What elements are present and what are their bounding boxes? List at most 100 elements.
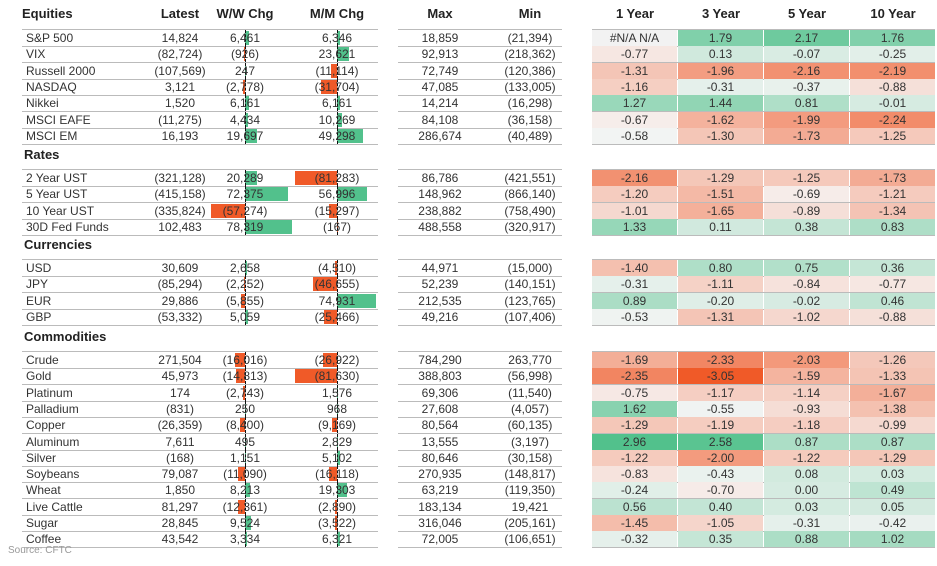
min-value: (21,394) (507, 31, 553, 45)
mm-change-value: (46,655) (314, 277, 360, 292)
latest-value: 1,520 (164, 96, 196, 111)
ww-zero-axis (245, 417, 246, 434)
asset-name: USD (26, 261, 52, 275)
row-divider (22, 416, 378, 418)
min-value: (120,386) (504, 63, 556, 78)
ww-zero-axis (245, 186, 246, 203)
zscore-cell-3y: -1.11 (678, 276, 763, 293)
row-divider (592, 416, 935, 418)
mm-zero-axis (337, 111, 338, 128)
row-divider (398, 482, 562, 484)
row-divider (592, 186, 935, 187)
zscore-cell-1y: -0.58 (592, 127, 677, 144)
row-divider (592, 482, 935, 484)
row-divider (22, 276, 378, 277)
mm-change-value: 49,298 (318, 128, 356, 143)
mm-change-bar (337, 187, 367, 202)
ww-change-value: 247 (234, 63, 256, 78)
mm-change-value: 2,829 (321, 434, 353, 449)
row-divider (592, 308, 935, 310)
mm-change-bar (329, 203, 337, 218)
max-value: 86,786 (421, 171, 459, 185)
latest-value: 16,193 (161, 128, 199, 143)
row-divider (592, 276, 935, 277)
ww-zero-axis (245, 202, 246, 219)
zscore-cell-5y: -0.84 (764, 276, 849, 293)
ww-change-bar (236, 369, 245, 384)
mm-change-bar (337, 293, 376, 308)
min-value: (106,651) (504, 532, 556, 547)
mm-zero-axis (337, 276, 338, 293)
row-divider (22, 127, 378, 129)
ww-zero-axis (245, 449, 246, 466)
row-divider (592, 259, 935, 260)
latest-value: (85,294) (157, 277, 203, 292)
max-value: 84,108 (421, 112, 459, 127)
zscore-cell-10y: -0.99 (850, 417, 935, 434)
max-value: 63,219 (421, 483, 459, 498)
max-value: 44,971 (421, 261, 459, 275)
row-divider (592, 143, 935, 145)
latest-value: (168) (165, 450, 194, 465)
table-row: Palladium (831) 250 968 27,608 (4,057) 1.62 -0.… (0, 400, 937, 417)
ww-change-value: (2,743) (225, 385, 265, 400)
zscore-cell-1y: -1.69 (592, 352, 677, 368)
zscore-cell-1y: -1.22 (592, 449, 677, 466)
mm-zero-axis (337, 62, 338, 79)
zscore-cell-5y: -0.89 (764, 202, 849, 219)
ww-change-bar (238, 467, 245, 482)
zscore-cell-5y: -0.93 (764, 400, 849, 417)
row-divider (22, 292, 378, 294)
mm-change-value: 23,621 (318, 47, 356, 62)
row-divider (22, 324, 378, 326)
mm-change-value: 6,161 (321, 96, 353, 111)
latest-value: 14,824 (161, 31, 199, 45)
zscore-cell-1y: -0.53 (592, 308, 677, 325)
mm-change-value: (167) (322, 219, 351, 234)
mm-change-value: (26,922) (314, 353, 360, 367)
zscore-cell-10y: -1.34 (850, 202, 935, 219)
row-divider (398, 400, 562, 402)
row-divider (22, 531, 378, 532)
zscore-cell-3y: -1.05 (678, 515, 763, 531)
header-10-year: 10 Year (870, 6, 916, 21)
zscore-cell-1y: 1.62 (592, 400, 677, 417)
max-value: 13,555 (421, 434, 459, 449)
zscore-cell-5y: -2.03 (764, 352, 849, 368)
zscore-cell-3y: -1.31 (678, 308, 763, 325)
mm-change-bar (331, 63, 337, 78)
ww-change-bar (245, 309, 249, 324)
asset-name: Palladium (26, 401, 79, 416)
row-divider (22, 482, 378, 484)
mm-change-value: (9,169) (317, 418, 357, 433)
mm-zero-axis (337, 292, 338, 309)
mm-zero-axis (337, 482, 338, 499)
ww-zero-axis (245, 111, 246, 128)
zscore-cell-3y: -3.05 (678, 368, 763, 385)
table-row: NASDAQ 3,121 (2,778) (31,704) 47,085 (133,005… (0, 78, 937, 95)
ww-zero-axis (245, 352, 246, 368)
zscore-cell-5y: -1.99 (764, 111, 849, 128)
min-value: (16,298) (507, 96, 553, 111)
table-row: Live Cattle 81,297 (12,361) (2,890) 183,134 1… (0, 498, 937, 515)
row-divider (592, 29, 935, 30)
row-divider (22, 202, 378, 204)
min-value: (866,140) (504, 187, 556, 202)
latest-value: 43,542 (161, 532, 199, 547)
ww-zero-axis (245, 30, 246, 46)
table-row: Platinum 174 (2,743) 1,576 69,306 (11,540) -0.… (0, 384, 937, 401)
row-divider (22, 400, 378, 402)
row-divider (592, 127, 935, 129)
mm-change-value: (16,118) (315, 467, 359, 482)
zscore-cell-1y: -0.24 (592, 482, 677, 499)
table-row: Sugar 28,845 9,524 (3,522) 316,046 (205,161) -… (0, 515, 937, 531)
min-value: (140,151) (504, 277, 556, 292)
zscore-cell-3y: -0.31 (678, 78, 763, 95)
ww-zero-axis (245, 170, 246, 186)
mm-change-value: (25,466) (314, 309, 360, 324)
row-divider (398, 547, 562, 549)
mm-change-value: 968 (326, 401, 348, 416)
table-row: Gold 45,973 (14,813) (81,630) 388,803 (56,998… (0, 368, 937, 385)
ww-zero-axis (245, 292, 246, 309)
ww-change-bar (245, 483, 250, 498)
